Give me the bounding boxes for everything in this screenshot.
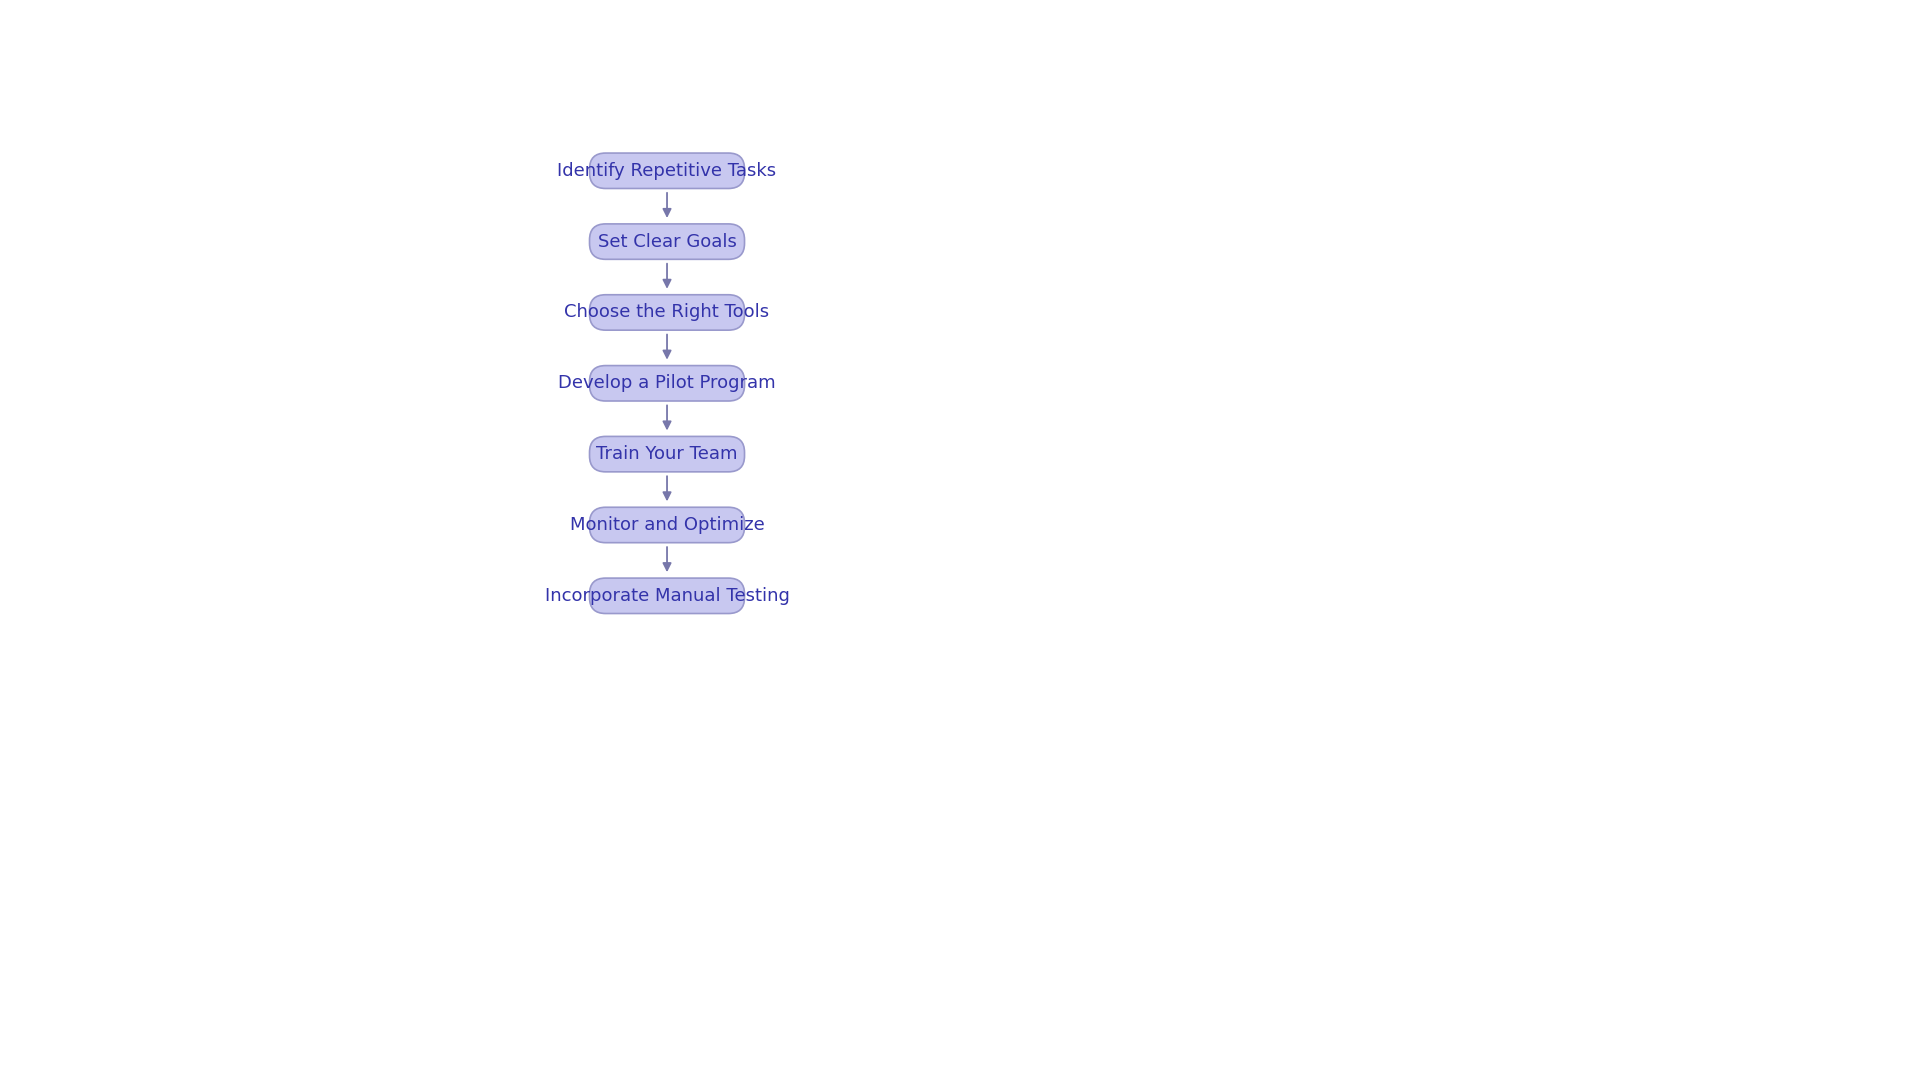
FancyBboxPatch shape (589, 295, 745, 330)
Text: Train Your Team: Train Your Team (597, 445, 737, 464)
Text: Choose the Right Tools: Choose the Right Tools (564, 303, 770, 322)
Text: Develop a Pilot Program: Develop a Pilot Program (559, 375, 776, 392)
FancyBboxPatch shape (589, 578, 745, 614)
Text: Identify Repetitive Tasks: Identify Repetitive Tasks (557, 161, 776, 180)
FancyBboxPatch shape (589, 507, 745, 543)
Text: Set Clear Goals: Set Clear Goals (597, 233, 737, 250)
FancyBboxPatch shape (589, 153, 745, 188)
Text: Incorporate Manual Testing: Incorporate Manual Testing (545, 587, 789, 604)
Text: Monitor and Optimize: Monitor and Optimize (570, 516, 764, 534)
FancyBboxPatch shape (589, 366, 745, 401)
FancyBboxPatch shape (589, 436, 745, 472)
FancyBboxPatch shape (589, 224, 745, 259)
